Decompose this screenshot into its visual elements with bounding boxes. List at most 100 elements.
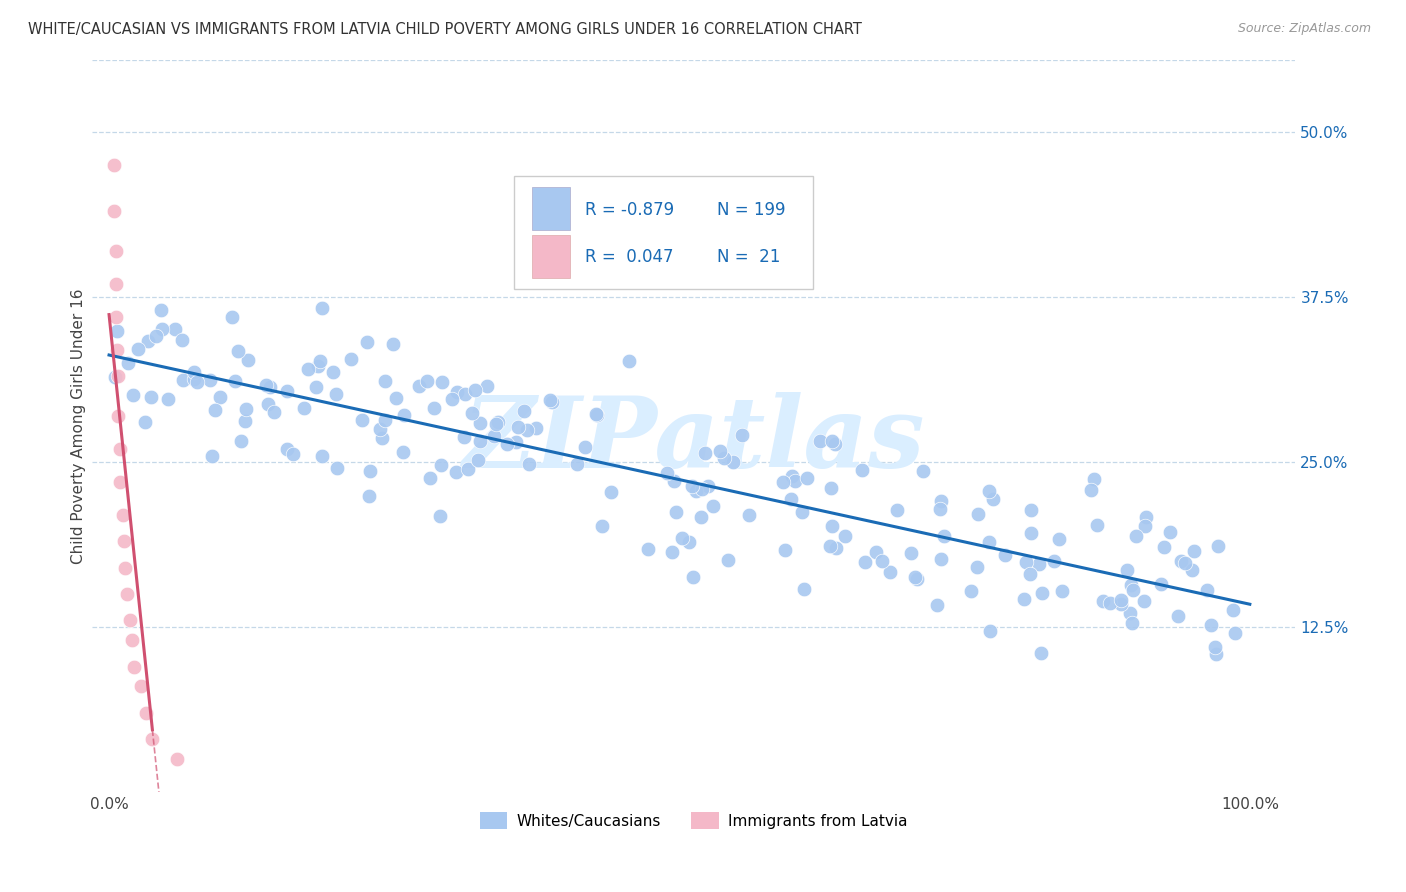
Point [689, 510, 711, 524]
Point [224, 374, 246, 388]
Point [281, 447, 304, 461]
Point [808, 434, 831, 448]
Point [820, 539, 842, 553]
Point [468, 416, 491, 430]
Point [1121, 578, 1143, 592]
Point [325, 387, 347, 401]
Point [513, 404, 536, 418]
Point [1135, 510, 1157, 524]
Point [927, 598, 949, 612]
Point [322, 365, 344, 379]
Point [1125, 529, 1147, 543]
Point [357, 489, 380, 503]
Point [104, 369, 127, 384]
Point [702, 500, 724, 514]
Point [103, 204, 125, 219]
Point [1121, 616, 1143, 631]
Point [104, 310, 127, 324]
Point [104, 277, 127, 291]
Point [661, 545, 683, 559]
Point [853, 555, 876, 569]
Point [524, 421, 547, 435]
Point [793, 582, 815, 596]
Point [276, 384, 298, 398]
Point [150, 322, 173, 336]
Point [416, 374, 439, 388]
Point [110, 442, 132, 456]
Point [977, 483, 1000, 498]
Point [444, 466, 467, 480]
Text: WHITE/CAUCASIAN VS IMMIGRANTS FROM LATVIA CHILD POVERTY AMONG GIRLS UNDER 16 COR: WHITE/CAUCASIAN VS IMMIGRANTS FROM LATVI… [28, 22, 862, 37]
Point [796, 471, 818, 485]
Point [254, 377, 277, 392]
Point [717, 553, 740, 567]
Point [311, 301, 333, 315]
Point [209, 391, 232, 405]
Point [790, 505, 813, 519]
Point [619, 353, 641, 368]
Point [637, 541, 659, 556]
Point [149, 302, 172, 317]
Point [104, 244, 127, 258]
Point [107, 409, 129, 423]
Point [186, 375, 208, 389]
Point [340, 352, 363, 367]
Point [356, 335, 378, 350]
Point [825, 541, 848, 555]
Text: ZIPatlas: ZIPatlas [463, 392, 925, 489]
Point [966, 560, 988, 574]
Point [136, 334, 159, 348]
Point [1205, 647, 1227, 661]
Point [567, 457, 589, 471]
Point [1019, 566, 1042, 581]
Point [1098, 596, 1121, 610]
Point [121, 388, 143, 402]
Point [359, 464, 381, 478]
Point [541, 395, 564, 409]
Point [467, 453, 489, 467]
Point [738, 508, 761, 523]
Point [309, 354, 332, 368]
Point [107, 369, 129, 384]
Point [516, 423, 538, 437]
Point [1012, 592, 1035, 607]
Point [156, 392, 179, 407]
Point [263, 405, 285, 419]
Point [183, 365, 205, 379]
Point [1080, 483, 1102, 498]
Point [538, 393, 561, 408]
Point [429, 508, 451, 523]
Point [382, 336, 405, 351]
Point [692, 482, 714, 496]
Point [1116, 563, 1139, 577]
Point [1092, 594, 1115, 608]
Point [695, 445, 717, 459]
Point [134, 415, 156, 429]
Point [911, 465, 934, 479]
Point [1159, 524, 1181, 539]
Point [352, 412, 374, 426]
Point [235, 402, 257, 417]
Point [105, 343, 128, 357]
Point [374, 413, 396, 427]
Point [505, 435, 527, 450]
Point [311, 449, 333, 463]
Point [681, 479, 703, 493]
Point [117, 356, 139, 370]
Point [1174, 556, 1197, 570]
Text: R = -0.879: R = -0.879 [585, 201, 675, 219]
Point [1031, 586, 1053, 600]
Point [385, 392, 408, 406]
Point [453, 430, 475, 444]
Text: R =  0.047: R = 0.047 [585, 248, 673, 267]
Point [201, 449, 224, 463]
Point [475, 379, 498, 393]
Point [453, 386, 475, 401]
Point [820, 518, 842, 533]
Point [292, 401, 315, 415]
Point [418, 471, 440, 485]
Point [485, 417, 508, 432]
Point [900, 546, 922, 560]
Point [145, 329, 167, 343]
Point [682, 570, 704, 584]
